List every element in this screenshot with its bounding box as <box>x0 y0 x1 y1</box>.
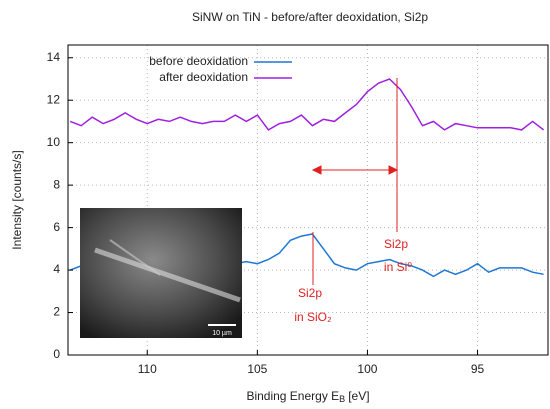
y-tick-label: 8 <box>53 177 60 191</box>
annotation-text: Si2p <box>298 286 322 300</box>
inset-scale-label: 10 µm <box>212 330 232 337</box>
y-tick-label: 6 <box>53 220 60 234</box>
annotation-text: in Si⁰ <box>384 260 412 274</box>
x-tick-label: 100 <box>357 362 377 376</box>
legend-label: after deoxidation <box>159 70 248 84</box>
x-tick-label: 110 <box>138 362 157 376</box>
inset-wire <box>94 247 241 303</box>
x-label-text: Binding Energy E <box>246 389 339 403</box>
inset-wire <box>109 239 161 276</box>
y-axis-label: Intensity [counts/s] <box>10 150 24 249</box>
y-tick-label: 4 <box>53 262 60 276</box>
arrow-head <box>311 165 399 175</box>
x-label-unit: [eV] <box>348 389 369 403</box>
annotation-text: in SiO₂ <box>294 310 332 324</box>
inset: 10 µm <box>80 208 242 338</box>
annotations <box>311 78 399 285</box>
series-line <box>69 78 545 131</box>
x-axis-label: Binding Energy EB [eV] <box>246 389 369 404</box>
y-tick-label: 14 <box>47 50 61 64</box>
annotation-text: Si2p <box>384 237 408 251</box>
y-tick-label: 0 <box>53 347 60 361</box>
y-tick-label: 2 <box>53 305 60 319</box>
x-tick-label: 95 <box>471 362 485 376</box>
plot-frame <box>67 44 549 356</box>
y-tick-label: 12 <box>47 92 61 106</box>
x-label-sub: B <box>339 394 345 404</box>
y-tick-label: 10 <box>47 135 61 149</box>
legend-label: before deoxidation <box>149 54 248 68</box>
chart-title: SiNW on TiN - before/after deoxidation, … <box>192 10 428 24</box>
x-tick-label: 105 <box>247 362 267 376</box>
